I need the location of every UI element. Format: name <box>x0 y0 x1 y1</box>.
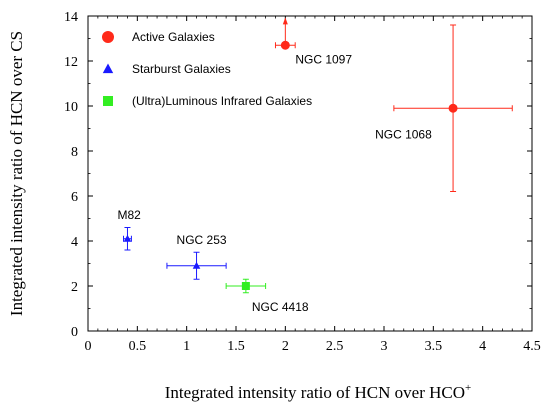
data-point-group: NGC 253 <box>166 233 227 280</box>
point-label: NGC 4418 <box>252 300 309 314</box>
legend-item: Starburst Galaxies <box>102 62 231 76</box>
data-point-circle <box>280 40 290 50</box>
y-tick-label: 4 <box>71 235 78 250</box>
legend-item: (Ultra)Luminous Infrared Galaxies <box>103 94 312 108</box>
data-point-circle <box>448 103 458 113</box>
x-tick-label: 1.5 <box>227 339 245 354</box>
point-label: NGC 1097 <box>295 52 352 66</box>
data-point-triangle <box>123 234 132 242</box>
x-axis-label-superscript: + <box>465 382 471 394</box>
legend-marker-triangle <box>102 63 114 74</box>
x-tick-label: 3 <box>381 339 388 354</box>
x-tick-label: 3.5 <box>425 339 443 354</box>
lower-limit-arrow-head <box>282 17 288 25</box>
y-tick-label: 2 <box>71 280 78 295</box>
data-point-group: NGC 4418 <box>225 278 309 314</box>
x-tick-label: 4.5 <box>523 339 541 354</box>
legend-marker-square <box>103 96 113 106</box>
data-point-group: NGC 1097 <box>274 17 352 66</box>
y-tick-label: 14 <box>64 10 78 25</box>
y-tick-label: 6 <box>71 190 78 205</box>
legend-label: Starburst Galaxies <box>132 62 231 76</box>
data-point-group: M82 <box>117 208 141 251</box>
y-tick-label: 10 <box>64 100 78 115</box>
legend-marker-circle <box>102 31 114 43</box>
point-label: M82 <box>117 208 141 222</box>
legend-item: Active Galaxies <box>102 30 215 44</box>
x-axis-label-text: Integrated intensity ratio of HCN over H… <box>165 383 465 402</box>
y-axis-label: Integrated intensity ratio of HCN over C… <box>7 31 26 316</box>
y-tick-label: 0 <box>71 325 78 340</box>
x-tick-label: 2.5 <box>326 339 344 354</box>
x-tick-label: 4 <box>479 339 486 354</box>
point-label: NGC 253 <box>177 233 227 247</box>
data-point-triangle <box>192 261 201 269</box>
point-label: NGC 1068 <box>375 127 432 141</box>
x-axis-label: Integrated intensity ratio of HCN over H… <box>165 382 471 402</box>
x-tick-label: 2 <box>282 339 289 354</box>
y-tick-label: 12 <box>64 55 78 70</box>
x-tick-label: 0.5 <box>129 339 147 354</box>
data-point-group: NGC 1068 <box>375 24 513 192</box>
x-tick-label: 1 <box>183 339 190 354</box>
y-tick-label: 8 <box>71 145 78 160</box>
legend-label: Active Galaxies <box>132 30 215 44</box>
data-point-square <box>241 282 250 290</box>
x-tick-label: 0 <box>85 339 92 354</box>
legend-label: (Ultra)Luminous Infrared Galaxies <box>132 94 312 108</box>
